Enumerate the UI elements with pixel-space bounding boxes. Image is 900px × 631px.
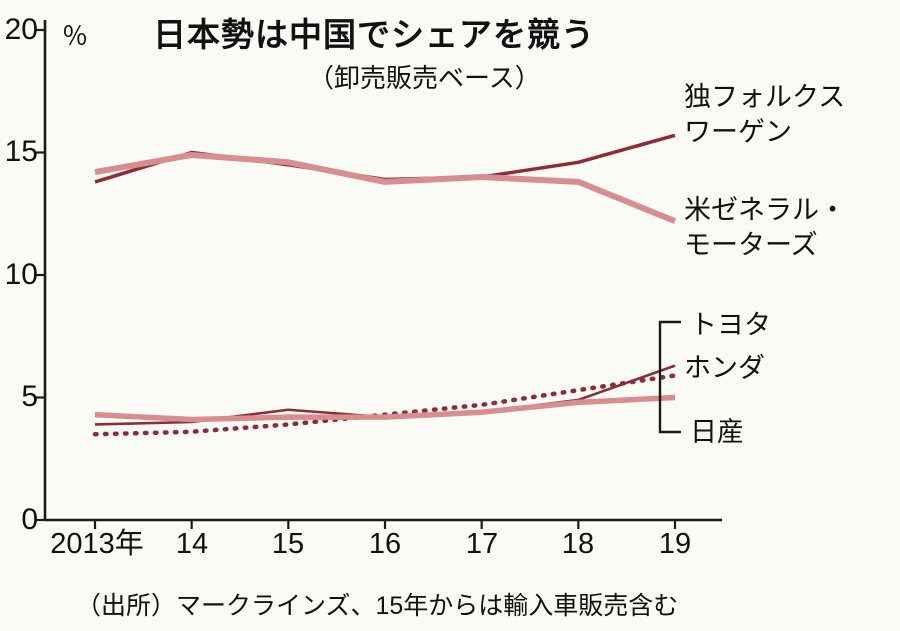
chart-subtitle: （卸売販売ベース） xyxy=(308,63,541,93)
x-tick-label-15: 15 xyxy=(271,528,305,560)
y-tick-label-15: 15 xyxy=(4,135,38,168)
x-tick-label-17: 17 xyxy=(465,528,499,560)
y-tick-label-20: 20 xyxy=(4,13,38,46)
series-label-volkswagen-line1: 独フォルクス xyxy=(684,82,846,112)
toyota-nissan-bracket xyxy=(658,320,681,434)
source-note: （出所）マークラインズ、15年からは輸入車販売含む xyxy=(76,592,679,620)
series-label-gm: 米ゼネラル・ モーターズ xyxy=(684,193,846,263)
x-tick-label-19: 19 xyxy=(658,528,692,560)
series-line-3 xyxy=(92,373,678,437)
series-line-1 xyxy=(94,151,677,224)
plot-lines xyxy=(36,20,722,529)
series-label-honda: ホンダ xyxy=(684,353,765,383)
series-line-4 xyxy=(94,394,676,423)
x-tick-label-2013: 2013年 xyxy=(50,528,144,560)
series-label-volkswagen-line2: ワーゲン xyxy=(684,117,792,147)
y-tick-label-5: 5 xyxy=(21,380,38,413)
y-tick-label-10: 10 xyxy=(4,258,38,291)
chart-title: 日本勢は中国でシェアを競う xyxy=(153,16,595,53)
y-axis-unit-label: ％ xyxy=(62,21,89,51)
series-label-volkswagen: 独フォルクス ワーゲン xyxy=(684,80,845,150)
x-tick-label-16: 16 xyxy=(368,528,402,560)
series-label-gm-line1: 米ゼネラル・ xyxy=(684,195,846,225)
series-label-gm-line2: モーターズ xyxy=(684,230,818,260)
series-label-nissan: 日産 xyxy=(690,417,744,447)
series-label-toyota: トヨタ xyxy=(690,310,771,340)
y-tick-label-0: 0 xyxy=(21,503,38,536)
x-tick-label-18: 18 xyxy=(561,528,595,560)
x-tick-label-14: 14 xyxy=(175,528,209,560)
